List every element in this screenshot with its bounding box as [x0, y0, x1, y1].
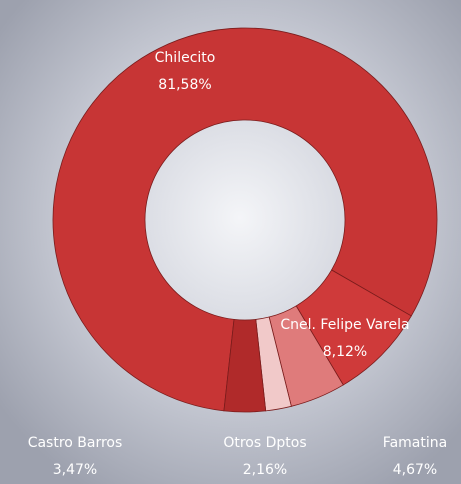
category-label: Chilecito	[155, 50, 216, 66]
value-label: 81,58%	[158, 77, 211, 93]
value-label: 2,16%	[243, 462, 287, 478]
donut-segment	[223, 318, 267, 413]
value-label: 8,12%	[323, 344, 367, 360]
category-label: Castro Barros	[28, 435, 123, 451]
category-label: Famatina	[383, 435, 447, 451]
category-label: Otros Dptos	[223, 435, 306, 451]
donut-segment	[52, 27, 438, 412]
category-label: Cnel. Felipe Varela	[280, 317, 409, 333]
value-label: 3,47%	[53, 462, 97, 478]
value-label: 4,67%	[393, 462, 437, 478]
